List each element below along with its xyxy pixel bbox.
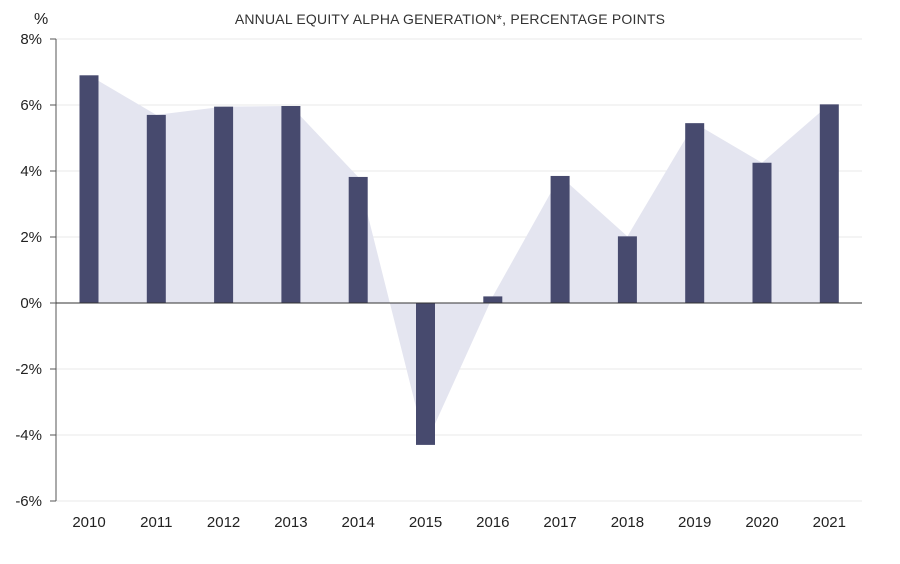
- x-tick-label-2016: 2016: [476, 514, 509, 531]
- chart-title: ANNUAL EQUITY ALPHA GENERATION*, PERCENT…: [235, 11, 665, 27]
- x-tick-label-2019: 2019: [678, 514, 711, 531]
- x-tick-label-2011: 2011: [140, 514, 172, 531]
- y-tick-label-8: 8%: [20, 31, 42, 48]
- bar-2018: [617, 236, 637, 303]
- y-tick-label--4: -4%: [15, 427, 42, 444]
- y-tick-label-2: 2%: [20, 229, 42, 246]
- bar-2013: [281, 105, 301, 304]
- y-axis-unit: %: [34, 11, 48, 28]
- bar-2012: [214, 106, 234, 304]
- bar-series: [79, 75, 839, 445]
- x-tick-labels: 2010 2011 2012 2013 2014 2015 2016 2017 2018 2019…: [72, 514, 846, 531]
- x-tick-label-2020: 2020: [745, 514, 778, 531]
- bar-2020: [752, 162, 772, 303]
- bar-2015: [416, 303, 435, 445]
- y-tick-label-0: 0%: [20, 295, 42, 312]
- x-tick-label-2012: 2012: [207, 514, 240, 531]
- area-series: [89, 75, 830, 445]
- bar-2016: [483, 296, 503, 303]
- x-tick-label-2013: 2013: [274, 514, 307, 531]
- y-tick-label-4: 4%: [20, 163, 42, 180]
- x-tick-label-2017: 2017: [543, 514, 576, 531]
- y-tick-label--2: -2%: [15, 361, 42, 378]
- area-fill: [89, 75, 830, 445]
- axes: [50, 38, 862, 502]
- y-tick-label-6: 6%: [20, 97, 42, 114]
- y-tick-labels: 8% 6% 4% 2% 0% -2% -4% -6%: [15, 31, 42, 510]
- bar-2011: [146, 114, 166, 304]
- bar-2021: [819, 104, 839, 303]
- x-tick-label-2015: 2015: [409, 514, 442, 531]
- bar-2019: [685, 123, 705, 304]
- y-tick-label--6: -6%: [15, 493, 42, 510]
- x-tick-label-2021: 2021: [813, 514, 846, 531]
- x-tick-label-2010: 2010: [72, 514, 105, 531]
- bar-2010: [79, 75, 99, 303]
- x-tick-label-2018: 2018: [611, 514, 644, 531]
- bar-2014: [348, 176, 368, 303]
- x-tick-label-2014: 2014: [342, 514, 375, 531]
- bar-2017: [550, 175, 570, 303]
